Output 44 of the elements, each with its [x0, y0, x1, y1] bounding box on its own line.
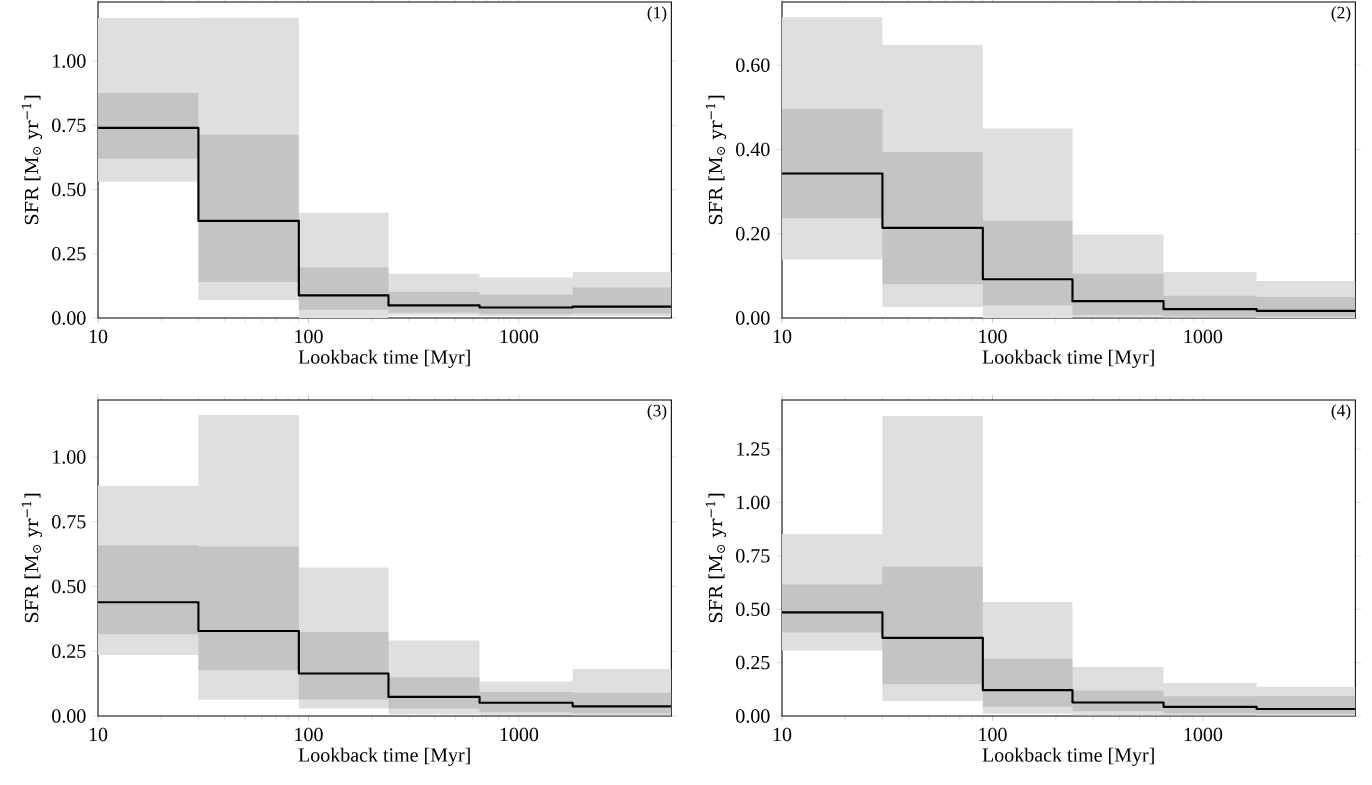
y-tick-label: 0.75 — [736, 548, 770, 563]
y-tick-label: 1.25 — [737, 442, 770, 456]
y-tick-label: 0.75 — [52, 514, 86, 529]
y-tick-label: 0.50 — [52, 579, 86, 594]
y-axis-title: SFR [M$_{⊙}$ yr$^{−1}$] — [21, 95, 43, 225]
annotation: (2) — [1331, 6, 1351, 22]
y-tick-label: 0.00 — [52, 709, 86, 723]
y-tick-label: 1.00 — [53, 450, 86, 464]
x-tick-label: 10 — [773, 329, 792, 344]
x-tick-label: 10 — [89, 329, 108, 344]
y-tick-label: 0.50 — [52, 182, 86, 197]
x-tick-label: 1000 — [1184, 329, 1223, 344]
x-tick-label: 10 — [773, 727, 792, 742]
y-tick-label: 0.25 — [52, 246, 86, 261]
x-axis-title: Lookback time [Myr] — [298, 747, 470, 766]
y-tick-label: 1.00 — [737, 495, 770, 510]
x-tick-label: 100 — [295, 329, 323, 344]
y-tick-label: 0.00 — [736, 709, 770, 723]
x-tick-label: 1000 — [500, 329, 539, 344]
y-tick-label: 0.60 — [736, 58, 770, 72]
y-tick-label: 1.00 — [53, 54, 86, 68]
x-tick-label: 100 — [295, 727, 323, 742]
y-tick-label: 0.00 — [736, 311, 770, 325]
y-tick-label: 0.20 — [736, 226, 770, 241]
y-tick-label: 0.25 — [736, 655, 770, 670]
y-tick-label: 0.00 — [52, 311, 86, 325]
x-tick-label: 1000 — [1184, 727, 1223, 742]
y-tick-label: 0.25 — [52, 644, 86, 658]
annotation: (4) — [1331, 404, 1351, 420]
x-axis-title: Lookback time [Myr] — [298, 349, 470, 368]
y-axis-title: SFR [M$_{⊙}$ yr$^{−1}$] — [705, 95, 727, 225]
annotation: (1) — [647, 6, 667, 22]
x-tick-label: 10 — [89, 727, 108, 742]
annotation: (3) — [647, 404, 667, 420]
x-axis-title: Lookback time [Myr] — [982, 349, 1154, 368]
y-axis-title: SFR [M$_{⊙}$ yr$^{−1}$] — [21, 493, 43, 623]
y-axis-title: SFR [M$_{⊙}$ yr$^{−1}$] — [705, 493, 727, 623]
x-tick-label: 100 — [979, 329, 1007, 344]
x-tick-label: 1000 — [500, 727, 539, 742]
y-tick-label: 0.40 — [736, 142, 770, 157]
x-axis-title: Lookback time [Myr] — [982, 747, 1154, 766]
x-tick-label: 100 — [979, 727, 1007, 742]
y-tick-label: 0.50 — [736, 602, 770, 616]
y-tick-label: 0.75 — [52, 118, 86, 132]
